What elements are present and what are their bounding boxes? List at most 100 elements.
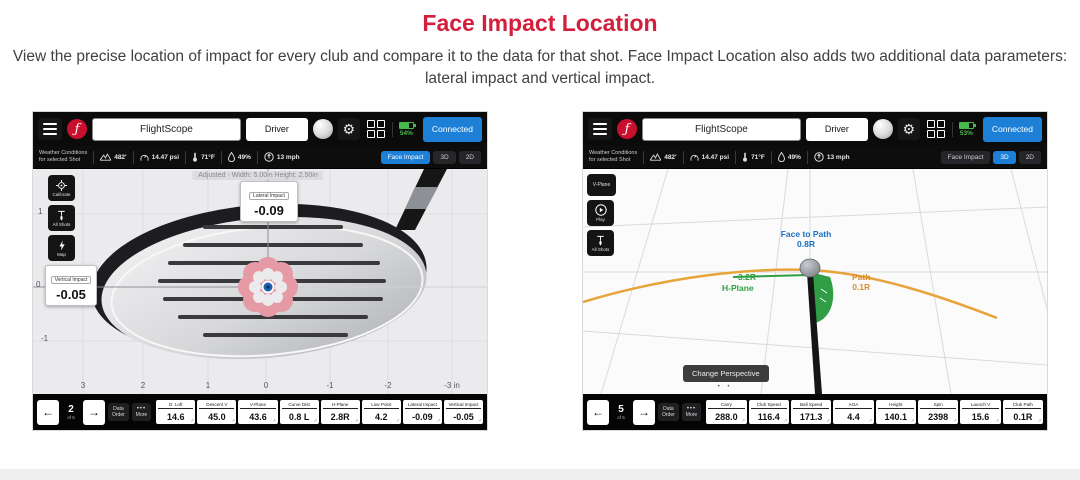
expand-icon: ↗	[477, 417, 482, 423]
face-impact-canvas: Adjusted - Width: 5.00in Height: 2.50in …	[33, 169, 487, 394]
face-impact-view-button[interactable]: Face Impact	[380, 150, 431, 164]
data-order-button[interactable]: Data Order	[658, 402, 679, 422]
view-switcher: Face Impact 3D 2D	[940, 150, 1041, 164]
weather-label: Weather Conditions for selected Shot	[39, 149, 88, 163]
data-tile[interactable]: Spin 2398 ↗	[917, 400, 959, 424]
data-tile[interactable]: Lateral Impact -0.09 ↗	[402, 400, 442, 424]
2d-view-button[interactable]: 2D	[1018, 150, 1041, 164]
club-face-graphic	[33, 169, 487, 394]
previous-shot-button[interactable]: ←	[587, 399, 609, 425]
altitude-item: 482'	[643, 150, 682, 164]
battery-icon	[958, 121, 976, 129]
expand-icon: ↗	[272, 417, 277, 423]
data-tile[interactable]: Vertical Impact -0.05 ↗	[443, 400, 484, 424]
club-selector[interactable]: Driver	[245, 117, 308, 141]
expand-icon: ↗	[741, 417, 746, 423]
calibrate-button[interactable]: Calibrate	[48, 175, 75, 201]
expand-icon: ↗	[868, 417, 873, 423]
all-shots-button[interactable]: All Shots	[587, 230, 614, 256]
gear-icon[interactable]: ⚙	[897, 118, 920, 140]
data-tile[interactable]: Carry 288.0 ↗	[706, 400, 747, 424]
connected-button[interactable]: Connected	[422, 116, 482, 142]
map-button[interactable]: Map	[48, 235, 75, 261]
lightning-icon	[59, 240, 65, 250]
data-order-button[interactable]: Data Order	[108, 402, 129, 422]
3d-view-button[interactable]: 3D	[433, 150, 456, 164]
expand-icon: ↗	[395, 417, 400, 423]
mountain-icon	[650, 153, 662, 161]
calibrate-icon	[56, 179, 67, 191]
pressure-gauge-icon	[140, 154, 149, 161]
data-tile[interactable]: Club Speed 116.4 ↗	[748, 400, 789, 424]
x-axis-tick: -3 in	[444, 381, 460, 390]
path-label: Path 0.1R	[852, 272, 871, 293]
more-button[interactable]: ••• More	[681, 402, 702, 422]
ball-icon[interactable]	[872, 119, 893, 139]
battery-icon	[398, 121, 416, 129]
3d-swing-canvas[interactable]: V-Plane Play All Shots Face to Path 0.8R…	[583, 169, 1047, 394]
expand-icon: ↗	[1037, 417, 1042, 423]
lateral-impact-callout[interactable]: Lateral Impact -0.09	[240, 181, 298, 222]
expand-icon: ↗	[231, 417, 235, 423]
search-input[interactable]: FlightScope	[92, 117, 241, 141]
battery-indicator: 54%	[391, 121, 418, 137]
vertical-impact-callout[interactable]: Vertical Impact -0.05	[45, 265, 97, 306]
next-shot-button[interactable]: →	[633, 399, 655, 425]
expand-icon: ↗	[354, 417, 359, 423]
all-shots-button[interactable]: All Shots	[48, 205, 75, 231]
data-tile[interactable]: Ball Speed 171.3 ↗	[790, 400, 832, 424]
pressure-item: 14.47 psi	[682, 150, 735, 164]
data-tiles: D. Loft 14.6 ↗ Descent V 45.0 ↗ V-Plane 43.6 ↗…	[156, 400, 484, 424]
data-tile[interactable]: Club Path 0.1R ↗	[1002, 400, 1044, 424]
view-switcher: Face Impact 3D 2D	[380, 150, 481, 164]
2d-view-button[interactable]: 2D	[458, 150, 481, 164]
battery-percent: 54%	[399, 129, 413, 137]
y-axis-tick: 1	[38, 207, 43, 216]
adjusted-size-banner: Adjusted - Width: 5.00in Height: 2.50in	[192, 171, 324, 180]
shot-counter: 5 of 5	[617, 403, 625, 420]
play-icon	[594, 204, 607, 216]
search-input[interactable]: FlightScope	[642, 117, 801, 141]
x-axis-tick: -2	[384, 381, 392, 390]
connected-button[interactable]: Connected	[982, 116, 1042, 142]
next-shot-button[interactable]: →	[83, 399, 105, 425]
play-button[interactable]: Play	[587, 200, 614, 226]
data-tile[interactable]: Launch V 15.6 ↗	[960, 400, 1001, 424]
altitude-item: 482'	[93, 150, 132, 164]
data-tile[interactable]: V-Plane 43.6 ↗	[238, 400, 278, 424]
grid-layout-icon[interactable]	[364, 118, 387, 140]
data-tile[interactable]: Low Point 4.2 ↗	[361, 400, 401, 424]
ball-icon[interactable]	[312, 119, 333, 139]
data-tile[interactable]: AOA 4.4 ↗	[833, 400, 874, 424]
temperature-item: 71°F	[185, 150, 221, 164]
pager-dots-icon: • •	[717, 384, 733, 390]
menu-icon[interactable]	[588, 118, 612, 140]
v-plane-button[interactable]: V-Plane	[587, 174, 616, 196]
page-title: Face Impact Location	[422, 10, 658, 36]
golf-tee-icon	[58, 210, 65, 220]
face-impact-view-button[interactable]: Face Impact	[940, 150, 991, 164]
data-tile[interactable]: H-Plane 2.8R ↗	[320, 400, 360, 424]
change-perspective-button[interactable]: Change Perspective	[683, 365, 769, 382]
pressure-gauge-icon	[690, 154, 699, 161]
club-selector[interactable]: Driver	[805, 117, 868, 141]
data-tile[interactable]: Height 140.1 ↗	[875, 400, 916, 424]
x-axis-tick: 3	[80, 381, 86, 390]
grid-layout-icon[interactable]	[924, 118, 947, 140]
flightscope-face-impact-screenshot: ƒ FlightScope Driver ⚙ 54% Connected Wea…	[33, 112, 487, 430]
x-axis-tick: -1	[326, 381, 334, 390]
data-tile[interactable]: Descent V 45.0 ↗	[197, 400, 237, 424]
expand-icon: ↗	[825, 417, 830, 423]
3d-view-button[interactable]: 3D	[993, 150, 1016, 164]
mountain-icon	[100, 153, 112, 161]
expand-icon: ↗	[995, 417, 1000, 423]
menu-icon[interactable]	[38, 118, 62, 140]
gear-icon[interactable]: ⚙	[337, 118, 360, 140]
golf-tee-icon	[597, 235, 604, 245]
flightscope-logo-icon: ƒ	[67, 119, 87, 139]
data-tile[interactable]: D. Loft 14.6 ↗	[156, 400, 196, 424]
more-button[interactable]: ••• More	[131, 402, 152, 422]
data-tile[interactable]: Curve Dist 0.8 L ↗	[279, 400, 319, 424]
previous-shot-button[interactable]: ←	[37, 399, 59, 425]
x-axis-tick: 0	[263, 381, 269, 390]
